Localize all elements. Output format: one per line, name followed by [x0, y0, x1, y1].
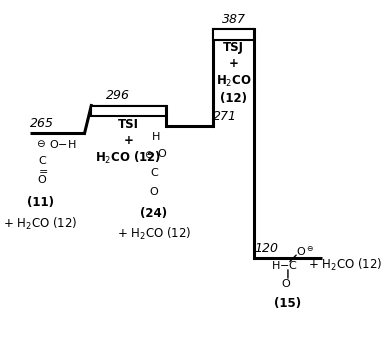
Text: 120: 120	[254, 242, 278, 255]
Text: TSI
+
H$_2$CO (12): TSI + H$_2$CO (12)	[96, 118, 162, 166]
Text: 296: 296	[106, 89, 130, 102]
Text: + H$_2$CO (12): + H$_2$CO (12)	[117, 226, 191, 242]
Text: C: C	[150, 168, 158, 178]
Text: (11): (11)	[27, 196, 54, 209]
Text: 271: 271	[213, 110, 238, 123]
Text: + H$_2$CO (12): + H$_2$CO (12)	[308, 257, 383, 273]
Text: H$-$C: H$-$C	[271, 259, 298, 271]
Text: $=$: $=$	[36, 165, 48, 175]
Text: H: H	[152, 132, 160, 142]
Text: O$-$H: O$-$H	[49, 138, 76, 150]
Text: $\ominus$: $\ominus$	[144, 149, 154, 160]
Text: 265: 265	[30, 117, 54, 130]
Text: O: O	[150, 187, 158, 197]
Text: 387: 387	[222, 13, 246, 26]
Text: O: O	[282, 279, 291, 289]
Text: (15): (15)	[275, 297, 301, 310]
Text: O: O	[158, 149, 166, 159]
Bar	[213, 29, 254, 40]
Text: C: C	[38, 156, 46, 166]
Text: + H$_2$CO (12): + H$_2$CO (12)	[3, 216, 78, 232]
Text: (24): (24)	[140, 207, 168, 220]
Text: O: O	[38, 175, 46, 185]
Text: O$^\ominus$: O$^\ominus$	[296, 245, 315, 258]
Text: TSJ
+
H$_2$CO
(12): TSJ + H$_2$CO (12)	[216, 41, 252, 105]
Text: $\ominus$: $\ominus$	[35, 138, 45, 149]
Bar	[91, 106, 166, 116]
